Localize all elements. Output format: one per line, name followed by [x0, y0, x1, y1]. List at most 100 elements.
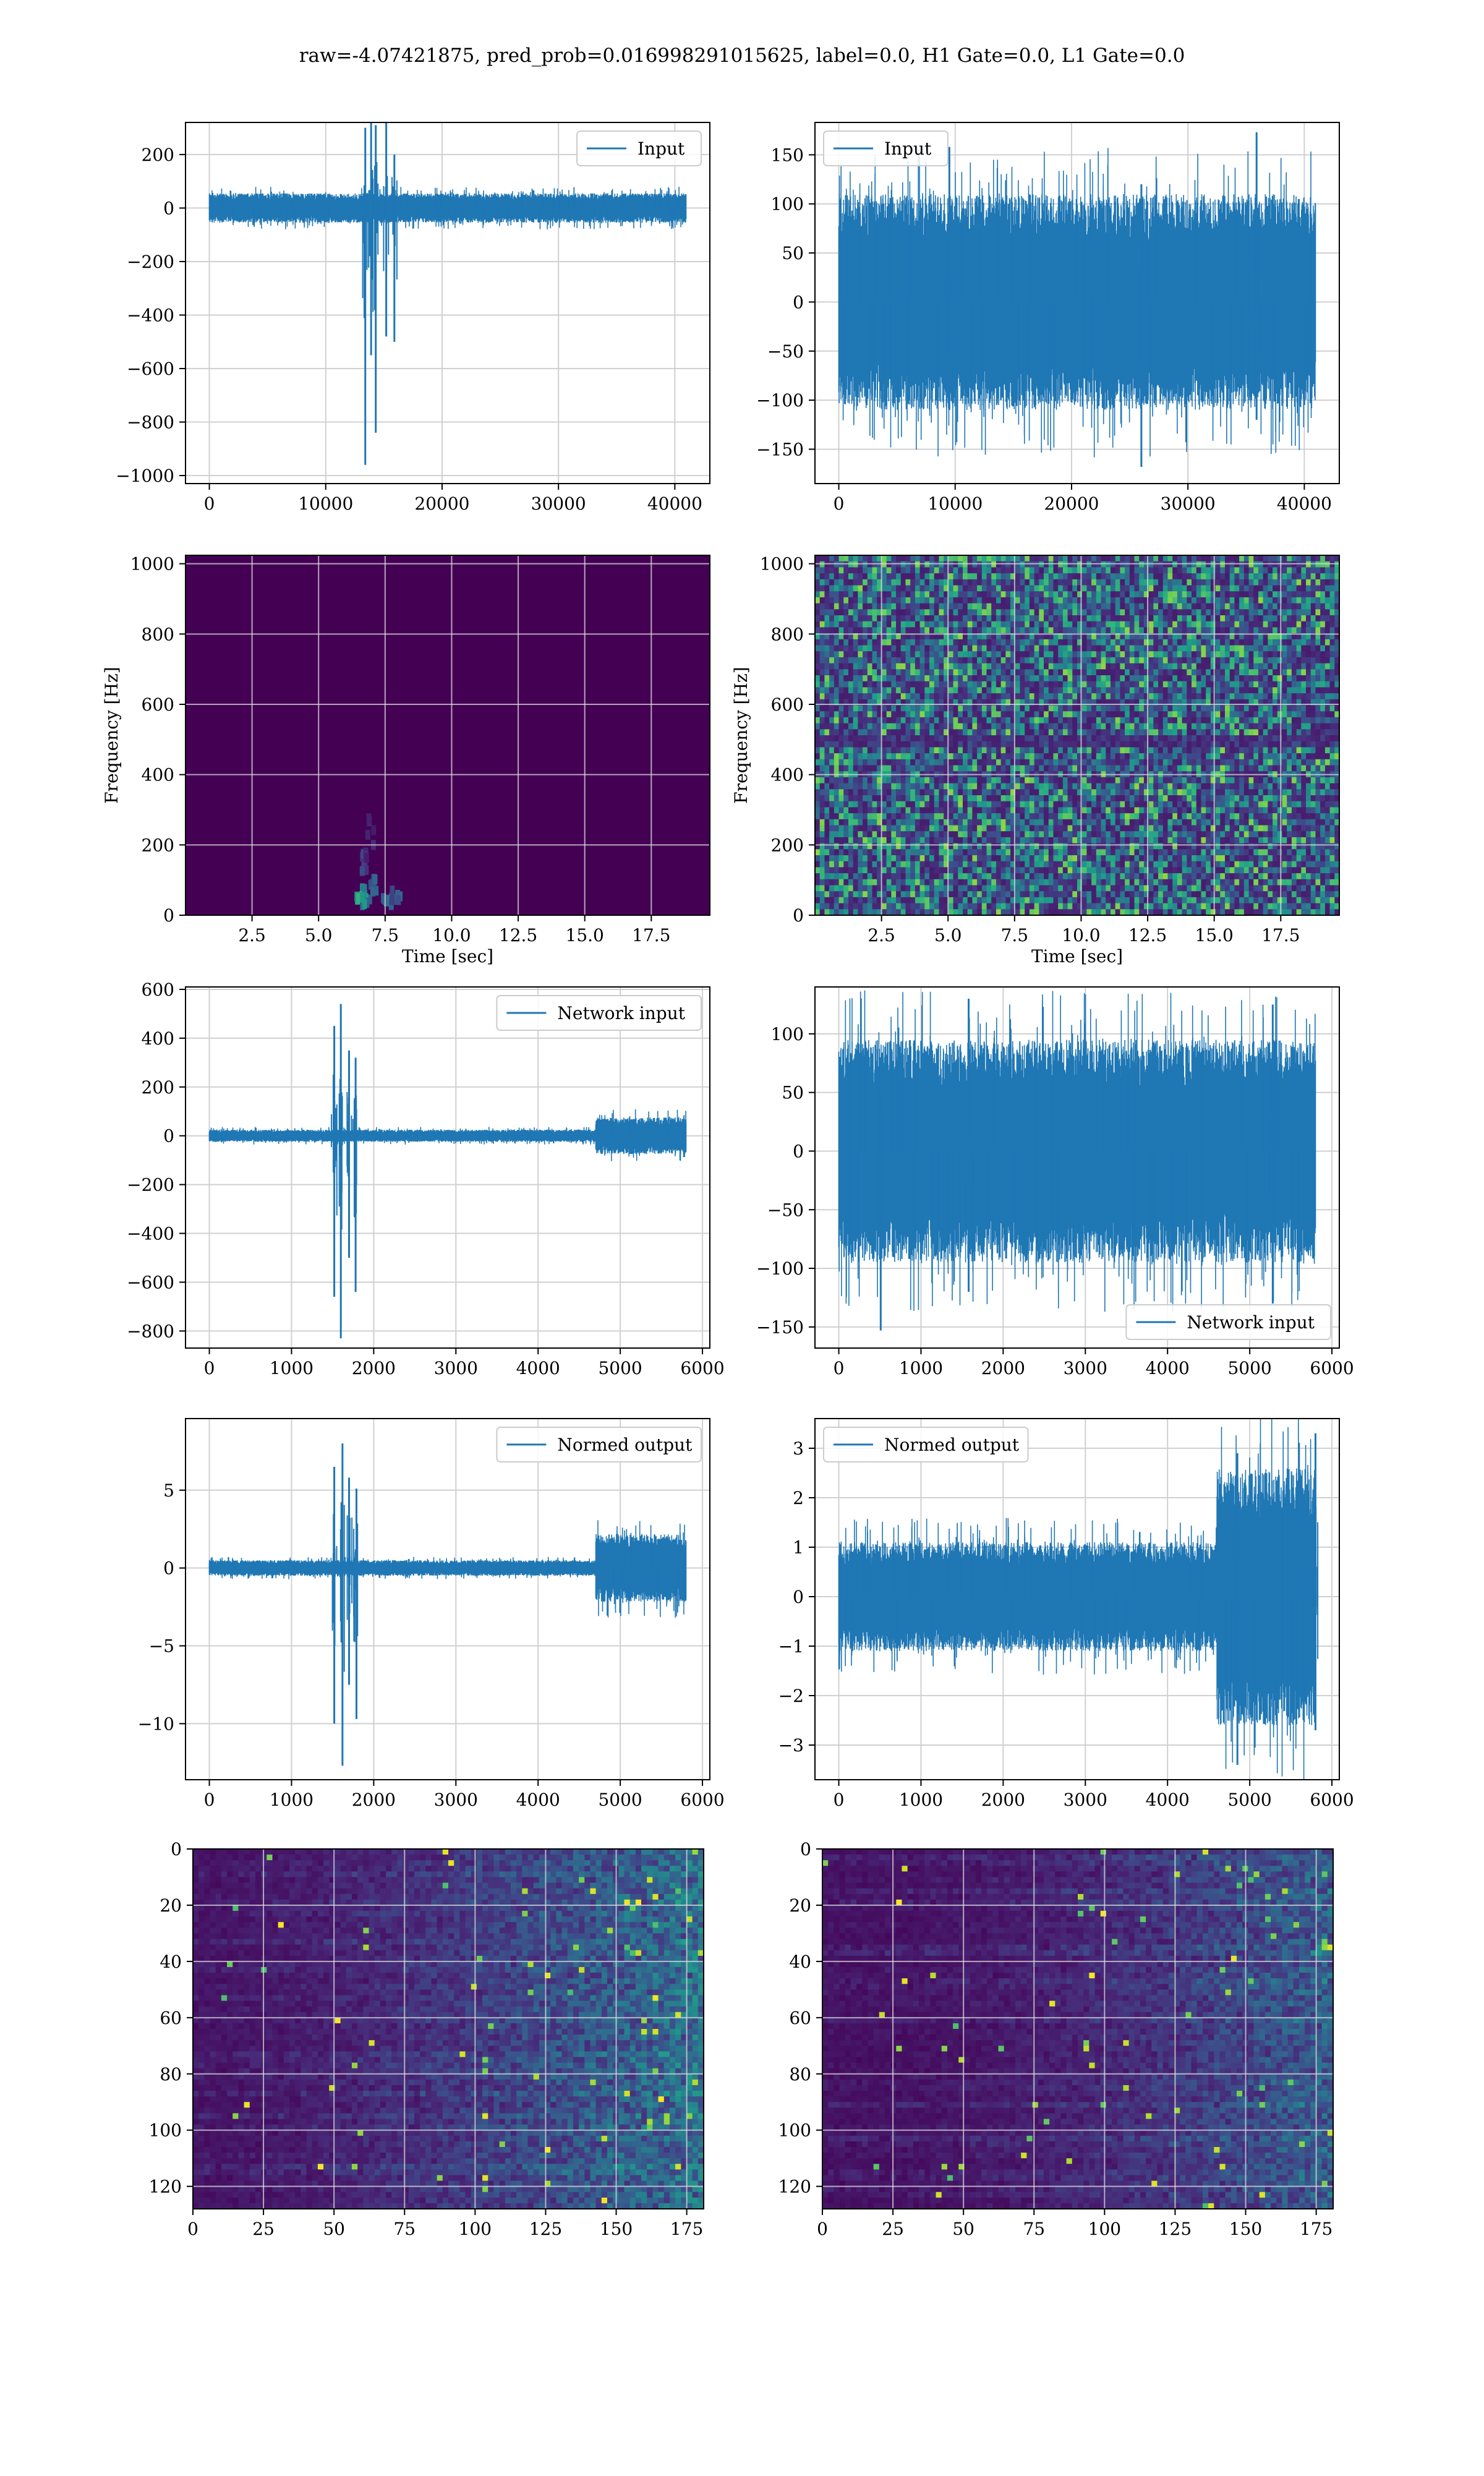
heatmap-cell — [982, 597, 987, 604]
heatmap-cell — [815, 639, 820, 646]
heatmap-cell — [1135, 597, 1140, 604]
heatmap-cell — [1192, 777, 1196, 783]
heatmap-cell — [1211, 664, 1216, 670]
heatmap-cell — [1153, 604, 1158, 610]
heatmap-cell — [934, 711, 939, 717]
heatmap-cell — [1135, 753, 1140, 759]
heatmap-cell — [996, 591, 1001, 597]
y-tick-label: 200 — [142, 835, 174, 855]
heatmap-cell — [1192, 591, 1196, 597]
heatmap-cell — [1297, 651, 1302, 657]
heatmap-cell — [1297, 664, 1302, 670]
heatmap-cell — [1082, 735, 1087, 741]
heatmap-cell — [901, 789, 906, 795]
heatmap-cell — [968, 609, 973, 615]
heatmap-cell — [829, 693, 834, 699]
heatmap-cell — [1239, 609, 1244, 615]
heatmap-cell — [858, 766, 863, 772]
heatmap-cell — [1172, 675, 1177, 681]
heatmap-cell — [815, 675, 820, 681]
heatmap-cell — [891, 591, 896, 597]
heatmap-cell — [1063, 604, 1068, 610]
heatmap-cell — [820, 753, 825, 759]
heatmap-cell — [1172, 706, 1177, 712]
heatmap-cell — [1115, 711, 1120, 717]
heatmap-cell — [939, 753, 944, 759]
heatmap-cell — [1287, 639, 1292, 646]
heatmap-cell — [920, 664, 925, 670]
heatmap-cell — [1268, 801, 1273, 808]
heatmap-cell — [1230, 675, 1235, 681]
heatmap-cell — [1149, 657, 1154, 664]
heatmap-cell — [872, 717, 877, 724]
heatmap-cell — [848, 664, 853, 670]
heatmap-cell — [829, 664, 834, 670]
heatmap-cell — [1216, 561, 1221, 568]
heatmap-cell — [872, 597, 877, 604]
heatmap-cell — [991, 555, 996, 561]
heatmap-cell — [896, 669, 901, 675]
heatmap-cell — [839, 561, 844, 568]
heatmap-cell — [1182, 789, 1187, 795]
heatmap-cell — [882, 639, 887, 646]
heatmap-cell — [1149, 783, 1154, 790]
heatmap-cell — [1301, 555, 1306, 561]
heatmap-cell — [982, 579, 987, 586]
heatmap-cell — [1058, 646, 1063, 652]
heatmap-cell — [1130, 795, 1135, 801]
heatmap-cell — [1086, 555, 1091, 561]
heatmap-cell — [1330, 639, 1335, 646]
heatmap-cell — [1297, 627, 1302, 633]
heatmap-cell — [1206, 561, 1211, 568]
heatmap-cell — [910, 579, 915, 586]
heatmap-cell — [1244, 609, 1249, 615]
heatmap-cell — [820, 706, 825, 712]
heatmap-cell — [1182, 597, 1187, 604]
heatmap-cell — [1101, 579, 1106, 586]
heatmap-cell — [1034, 657, 1039, 664]
heatmap-cell — [1172, 753, 1177, 759]
heatmap-cell — [1034, 724, 1039, 730]
heatmap-cell — [1253, 586, 1258, 592]
heatmap-cell — [1287, 759, 1292, 766]
heatmap-cell — [829, 759, 834, 766]
heatmap-cell — [1263, 711, 1268, 717]
heatmap-cell — [815, 573, 820, 579]
heatmap-cell — [1044, 777, 1049, 783]
heatmap-cell — [1297, 621, 1302, 628]
heatmap-cell — [1282, 609, 1287, 615]
heatmap-cell — [1058, 639, 1063, 646]
heatmap-cell — [1096, 807, 1101, 813]
heatmap-cell — [853, 609, 858, 615]
spec-l1-image — [815, 555, 1340, 916]
heatmap-cell — [1187, 579, 1192, 586]
heatmap-cell — [1249, 555, 1254, 561]
heatmap-cell — [1130, 801, 1135, 808]
heatmap-cell — [1111, 586, 1115, 592]
heatmap-cell — [905, 597, 910, 604]
heatmap-cell — [824, 801, 829, 808]
heatmap-cell — [910, 759, 915, 766]
heatmap-cell — [1001, 711, 1006, 717]
heatmap-cell — [963, 657, 968, 664]
heatmap-cell — [920, 795, 925, 801]
heatmap-cell — [1244, 735, 1249, 741]
heatmap-cell — [1230, 789, 1235, 795]
heatmap-cell — [1282, 646, 1287, 652]
heatmap-cell — [1211, 586, 1216, 592]
heatmap-cell — [1020, 729, 1025, 735]
heatmap-cell — [1297, 609, 1302, 615]
heatmap-cell — [1063, 591, 1068, 597]
heatmap-cell — [920, 693, 925, 699]
heatmap-cell — [1187, 675, 1192, 681]
heatmap-cell — [1101, 706, 1106, 712]
heatmap-cell — [868, 561, 872, 568]
heatmap-cell — [1306, 586, 1311, 592]
heatmap-cell — [1063, 711, 1068, 717]
heatmap-cell — [1325, 766, 1330, 772]
heatmap-cell — [1167, 724, 1172, 730]
heatmap-cell — [1020, 675, 1025, 681]
heatmap-cell — [958, 597, 963, 604]
heatmap-cell — [1306, 627, 1311, 633]
heatmap-cell — [968, 687, 973, 693]
